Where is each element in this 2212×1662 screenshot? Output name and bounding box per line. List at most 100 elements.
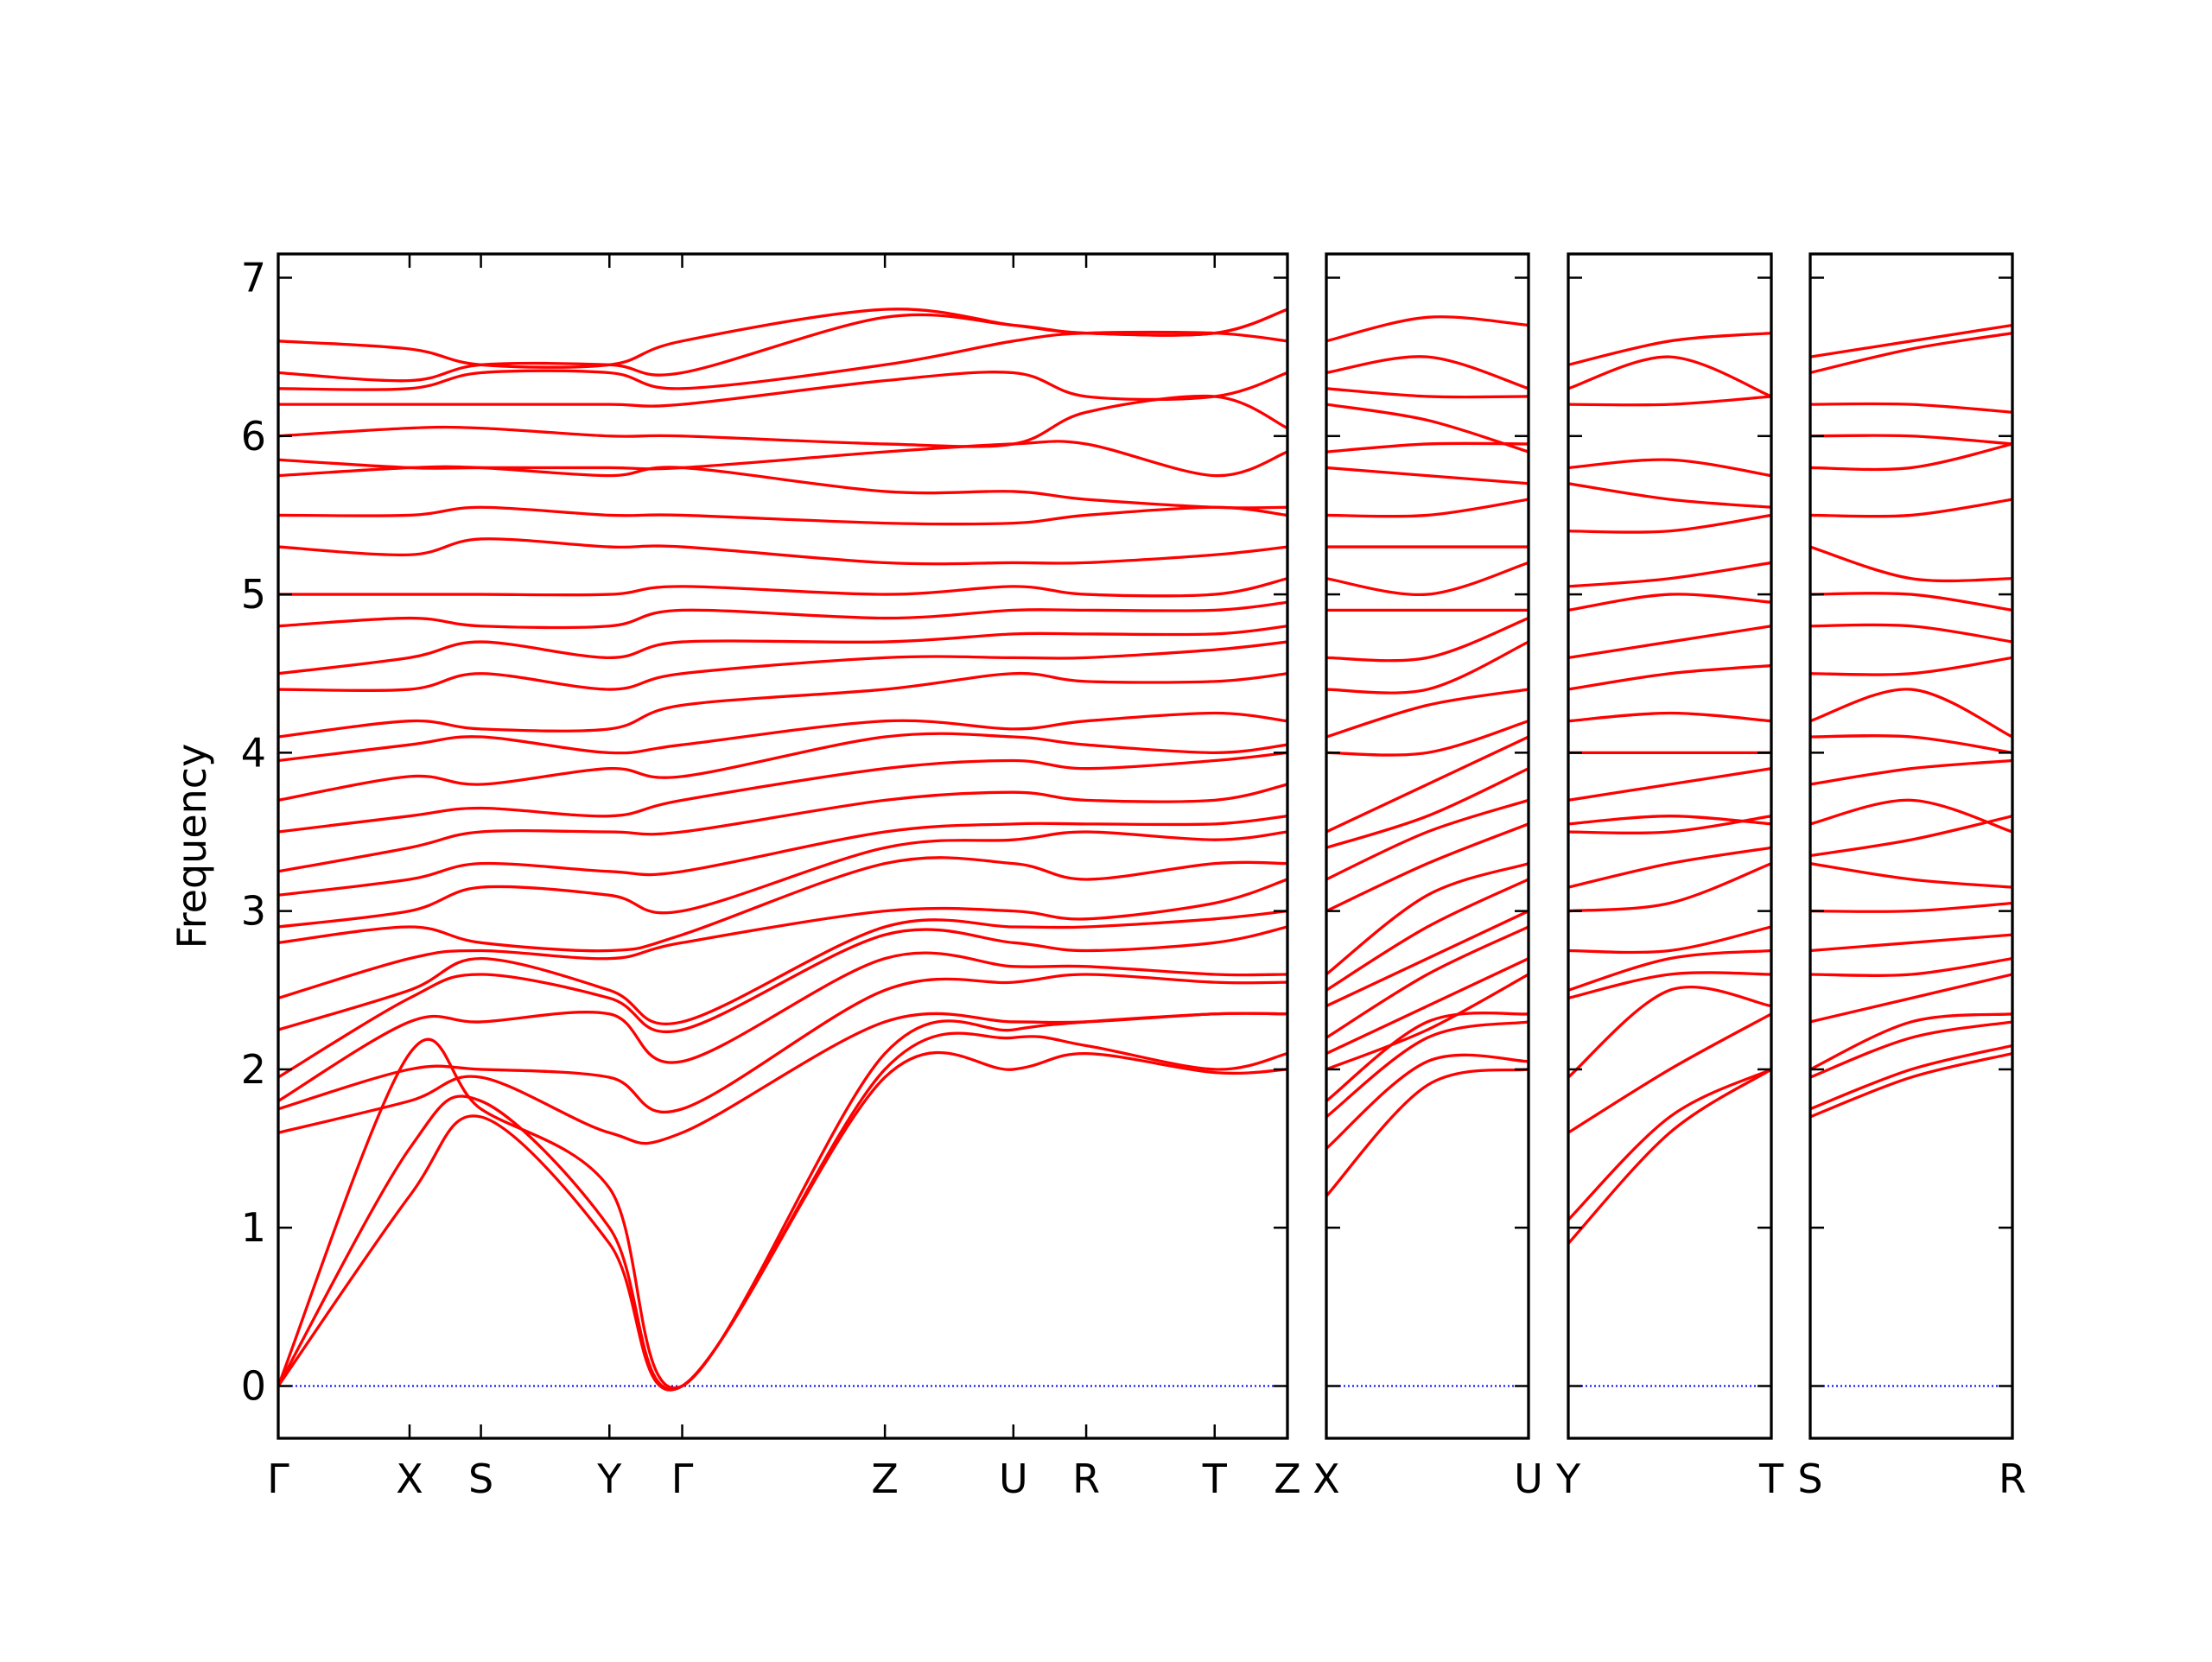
band-line [1568, 767, 1771, 802]
band-line [1810, 498, 2012, 518]
band-line [1568, 482, 1771, 509]
x-tick-label: Y [1555, 1456, 1581, 1502]
band-line [1810, 323, 2012, 358]
band-line [1568, 663, 1771, 691]
band-line [1568, 1068, 1771, 1221]
band-line [1810, 623, 2012, 644]
band-line [278, 577, 1287, 598]
band-line [1568, 1012, 1771, 1134]
band-line [1810, 734, 2012, 754]
band-line [278, 330, 1287, 391]
band-line [1326, 441, 1529, 454]
y-tick-label: 5 [241, 571, 266, 618]
band-line [1810, 1020, 2012, 1079]
band-line [278, 783, 1287, 873]
band-line [1810, 815, 2012, 858]
band-line [278, 440, 1287, 478]
band-line [1568, 986, 1771, 1079]
x-tick-label: R [1072, 1456, 1100, 1502]
band-line [278, 910, 1287, 1031]
band-line [1568, 948, 1771, 992]
plot-frame [276, 252, 1289, 1440]
band-line [1568, 355, 1771, 398]
x-tick-label: S [468, 1456, 493, 1502]
band-line [1810, 1044, 2012, 1111]
band-line [1810, 402, 2012, 414]
band-line [1326, 688, 1529, 739]
band-line [1810, 933, 2012, 953]
band-line [1326, 822, 1529, 913]
y-tick-label: 7 [241, 254, 266, 301]
band-line [1568, 925, 1771, 955]
band-line [1568, 711, 1771, 723]
y-tick-label: 4 [241, 729, 266, 776]
band-line [278, 878, 1287, 1000]
band-line [1568, 561, 1771, 588]
band-line [1810, 434, 2012, 446]
plot-area [1810, 323, 2012, 1387]
band-line [1326, 498, 1529, 518]
band-line [1810, 442, 2012, 472]
band-line [278, 371, 1287, 408]
x-tick-label: X [396, 1456, 423, 1502]
band-line [1810, 758, 2012, 786]
band-line [278, 815, 1287, 897]
band-line [1326, 767, 1529, 849]
x-tick-label: Z [1274, 1456, 1301, 1502]
y-tick-label: 6 [241, 413, 266, 460]
band-line [1568, 513, 1771, 534]
band-line [1326, 617, 1529, 663]
band-line [1810, 688, 2012, 739]
band-line [1326, 1053, 1529, 1150]
band-line [1326, 315, 1529, 343]
x-tick-label: Y [596, 1456, 622, 1502]
band-line [1810, 1052, 2012, 1119]
band-line [1326, 1020, 1529, 1119]
band-line [1810, 862, 2012, 889]
band-line [278, 640, 1287, 693]
band-line [278, 600, 1287, 630]
band-line [1568, 862, 1771, 913]
x-tick-label: T [1758, 1456, 1784, 1502]
band-line [278, 1012, 1287, 1145]
band-line [1810, 545, 2012, 583]
band-line [1326, 355, 1529, 390]
band-line [1326, 466, 1529, 485]
plot-frame [1808, 252, 2014, 1440]
band-line [278, 830, 1287, 929]
band-line [1810, 957, 2012, 977]
band-line [1568, 971, 1771, 1000]
band-line [1326, 925, 1529, 1039]
band-line [1568, 815, 1771, 835]
band-line [278, 711, 1287, 763]
band-line [1326, 720, 1529, 757]
band-line [1568, 458, 1771, 478]
band-line [278, 973, 1287, 1114]
band-line [1326, 1011, 1529, 1102]
band-line [1326, 798, 1529, 881]
band-line [1326, 957, 1529, 1056]
band-line [278, 856, 1287, 953]
band-line [1326, 387, 1529, 399]
y-tick-label: 1 [241, 1204, 266, 1251]
band-line [1326, 561, 1529, 597]
band-line [1326, 910, 1529, 1008]
band-line [1326, 973, 1529, 1071]
plot-area [278, 308, 1287, 1392]
band-line [1326, 403, 1529, 454]
y-tick-label: 0 [241, 1363, 266, 1410]
band-line [278, 732, 1287, 802]
band-line [1810, 656, 2012, 676]
band-line [1568, 815, 1771, 826]
x-tick-label: Z [871, 1456, 899, 1502]
band-line [1568, 331, 1771, 366]
plot-frame [1325, 252, 1530, 1440]
band-line [1810, 798, 2012, 834]
band-line [278, 308, 1287, 369]
band-line [278, 671, 1287, 739]
band-line [278, 465, 1287, 510]
band-line [1810, 1012, 2012, 1071]
